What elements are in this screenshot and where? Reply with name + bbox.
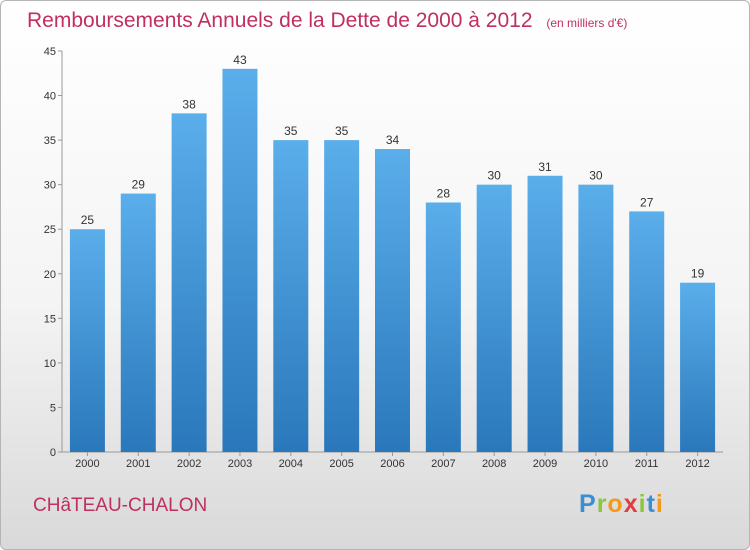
x-tick-label: 2002 [177, 458, 201, 470]
chart-title: Remboursements Annuels de la Dette de 20… [27, 9, 627, 33]
y-tick-label: 40 [44, 91, 56, 103]
logo-letter-4: x [623, 490, 639, 518]
bar-value-label: 30 [589, 169, 603, 183]
x-tick-label: 2001 [126, 458, 150, 470]
y-tick-label: 25 [44, 224, 56, 236]
bar-value-label: 34 [386, 133, 400, 147]
bar-value-label: 35 [335, 124, 349, 138]
bar-value-label: 29 [132, 178, 146, 192]
chart-subtitle: (en milliers d'€) [546, 16, 628, 30]
y-tick-label: 5 [50, 402, 56, 414]
y-tick-label: 45 [44, 46, 56, 58]
bar [69, 229, 105, 452]
town-name: CHâTEAU-CHALON [33, 495, 208, 516]
bar-value-label: 38 [182, 97, 196, 111]
bar-value-label: 19 [691, 267, 705, 281]
bar-value-label: 35 [284, 124, 298, 138]
logo-letter-3: o [607, 490, 624, 518]
bar [425, 202, 461, 452]
bar [527, 175, 563, 452]
x-tick-label: 2004 [279, 458, 303, 470]
x-tick-label: 2005 [329, 458, 353, 470]
bar [324, 140, 360, 452]
y-tick-label: 10 [44, 358, 56, 370]
x-tick-label: 2003 [228, 458, 252, 470]
bar [171, 113, 207, 452]
y-tick-label: 20 [44, 269, 56, 281]
logo-letter-6: t [646, 490, 656, 518]
bar-value-label: 30 [488, 169, 502, 183]
logo-letter-7: i [655, 490, 664, 518]
bar [222, 68, 258, 453]
bar-value-label: 27 [640, 195, 654, 209]
y-tick-label: 35 [44, 135, 56, 147]
logo-letter-5: i [638, 490, 647, 518]
x-tick-label: 2012 [685, 458, 709, 470]
x-tick-label: 2010 [584, 458, 608, 470]
bar-value-label: 43 [233, 53, 247, 67]
proxiti-logo[interactable]: Proxiti [579, 490, 664, 519]
bar [680, 282, 716, 452]
logo-letter-1: P [579, 490, 597, 518]
bar [375, 149, 410, 452]
bar [578, 184, 614, 452]
chart-title-text: Remboursements Annuels de la Dette de 20… [27, 9, 533, 32]
bar [629, 211, 665, 452]
bar [120, 193, 156, 453]
x-tick-label: 2009 [533, 458, 557, 470]
bar [476, 184, 512, 452]
bar [273, 140, 309, 452]
y-tick-label: 30 [44, 180, 56, 192]
y-tick-label: 15 [44, 313, 56, 325]
bar-value-label: 31 [538, 160, 552, 174]
x-tick-label: 2008 [482, 458, 506, 470]
y-tick-label: 0 [50, 447, 56, 459]
x-tick-label: 2006 [380, 458, 404, 470]
x-tick-label: 2007 [431, 458, 455, 470]
bar-value-label: 25 [81, 213, 95, 227]
x-tick-label: 2000 [75, 458, 99, 470]
bar-value-label: 28 [437, 186, 451, 200]
logo-letter-2: r [596, 490, 608, 518]
x-tick-label: 2011 [635, 458, 659, 470]
